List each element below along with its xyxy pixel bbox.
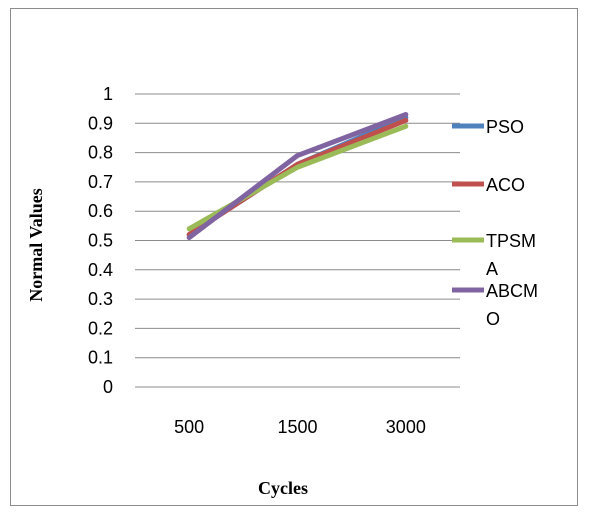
series-lines <box>186 112 409 241</box>
series-line-abcmo <box>186 112 409 241</box>
gridlines <box>135 93 460 388</box>
y-tick-label: 0.6 <box>88 201 113 221</box>
y-axis-ticks: 0 0.1 0.2 0.3 0.4 0.5 0.6 0.7 0.8 0.9 1 <box>88 84 113 397</box>
chart-frame <box>10 8 578 506</box>
x-tick-label: 3000 <box>386 417 426 437</box>
x-axis-title: Cycles <box>258 478 308 498</box>
legend-label-tpsma: TPSM A <box>486 231 536 279</box>
y-tick-label: 1 <box>103 84 113 104</box>
legend-label-abcmo: ABCM O <box>486 281 538 329</box>
y-tick-label: 0.8 <box>88 143 113 163</box>
y-tick-label: 0.3 <box>88 289 113 309</box>
x-axis-ticks: 500 1500 3000 <box>174 417 426 437</box>
y-tick-label: 0.7 <box>88 172 113 192</box>
legend-label-pso: PSO <box>486 117 524 137</box>
y-tick-label: 0.2 <box>88 318 113 338</box>
y-axis-title: Normal Values <box>26 188 46 302</box>
x-tick-label: 1500 <box>277 417 317 437</box>
y-tick-label: 0 <box>103 377 113 397</box>
y-tick-label: 0.1 <box>88 348 113 368</box>
legend-label-aco: ACO <box>486 175 525 195</box>
y-tick-label: 0.5 <box>88 231 113 251</box>
y-tick-label: 0.4 <box>88 260 113 280</box>
y-tick-label: 0.9 <box>88 113 113 133</box>
x-tick-label: 500 <box>174 417 204 437</box>
